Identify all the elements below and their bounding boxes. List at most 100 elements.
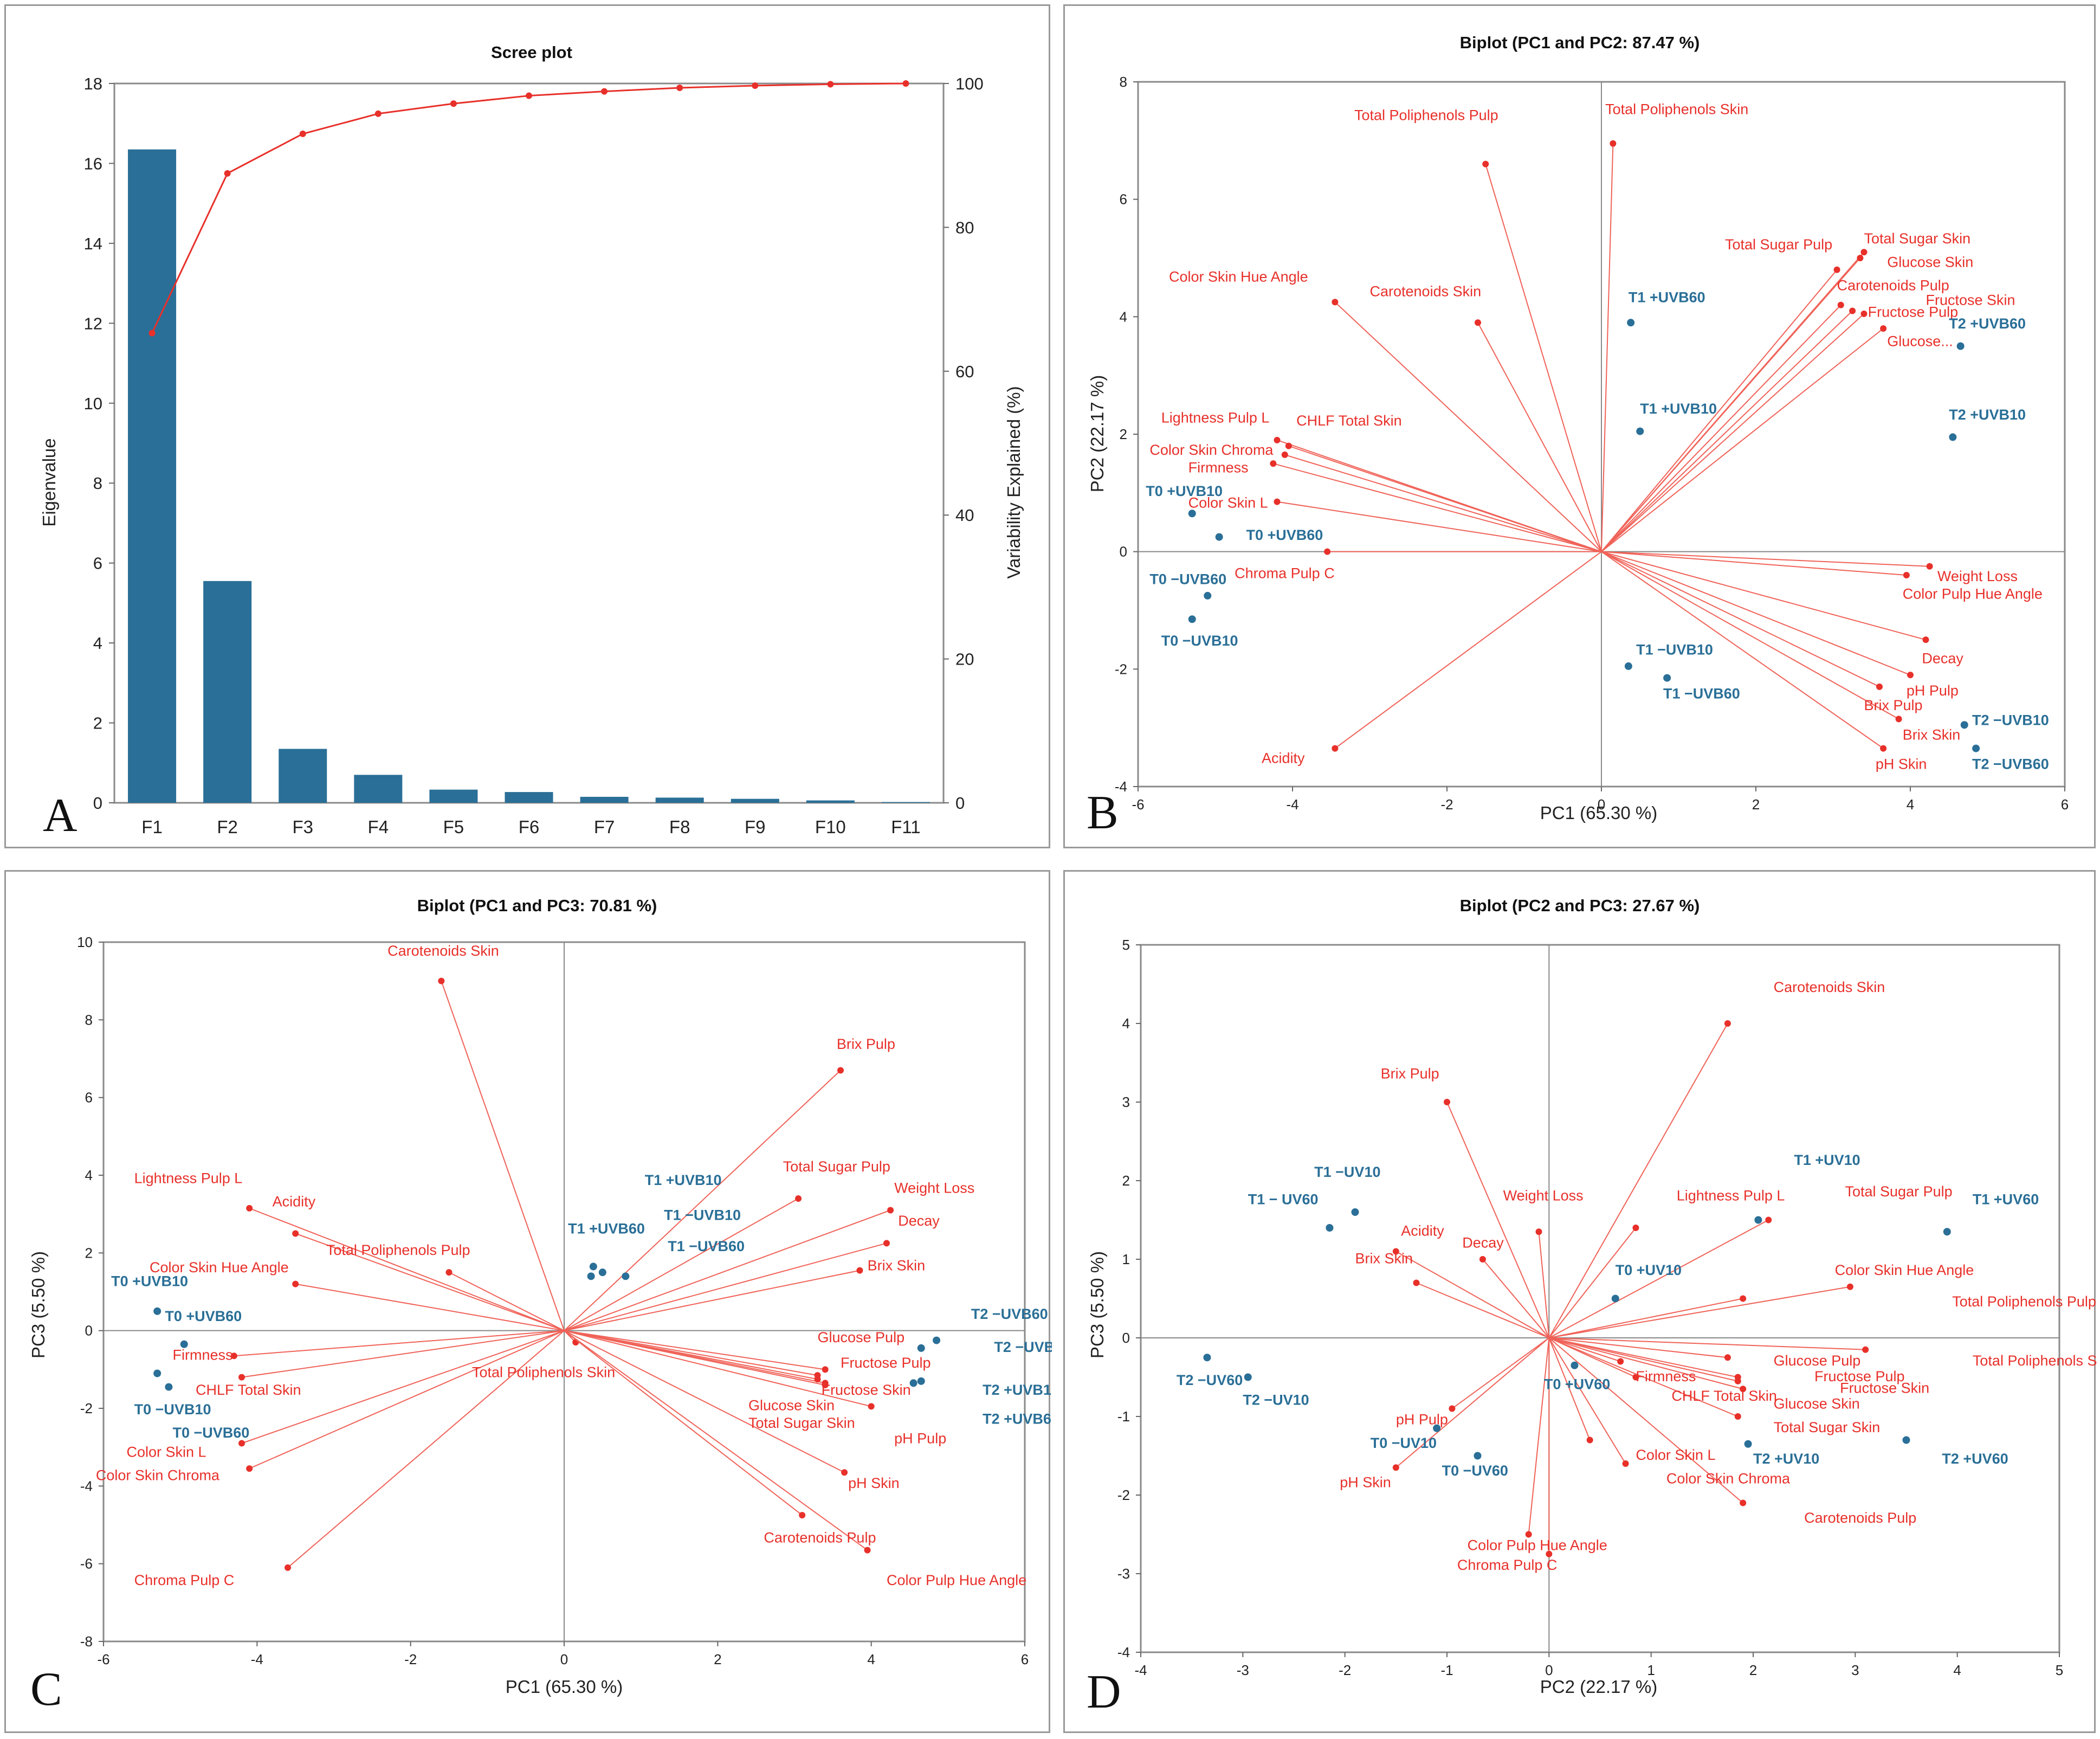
observation-label: T2 −UV60 (1177, 1372, 1243, 1388)
variable-label: Total Poliphenols Pulp (326, 1242, 470, 1258)
variable-point (1765, 1216, 1772, 1223)
variable-label: Decay (1922, 650, 1963, 667)
variable-point (238, 1440, 245, 1447)
variable-vector (564, 1330, 803, 1516)
variable-vector (1601, 551, 1930, 567)
variable-label: Color Pulp Hue Angle (1903, 585, 2043, 602)
variable-vector (1601, 257, 1861, 552)
variable-vector (1548, 1337, 1743, 1504)
variable-label: Color Skin L (1188, 494, 1268, 511)
variable-point (841, 1469, 848, 1476)
y-tick-label: 0 (85, 1323, 93, 1339)
variable-vector (1601, 310, 1853, 552)
variable-point (1622, 1460, 1629, 1467)
variable-label: Total Poliphenols Pulp (1952, 1293, 2096, 1310)
observation-point (180, 1340, 188, 1348)
variable-label: Lightness Pulp L (134, 1170, 243, 1186)
variable-point (883, 1240, 890, 1247)
variable-vector (1601, 328, 1884, 552)
observation-point (917, 1344, 925, 1352)
bar (655, 797, 704, 803)
observation-label: T1 −UVB60 (1663, 686, 1740, 702)
observation-label: T1 − UV60 (1248, 1191, 1319, 1208)
x-tick-label: 0 (560, 1651, 568, 1667)
observation-label: T2 −UVB10 (994, 1339, 1052, 1355)
y-tick-label: -3 (1117, 1566, 1130, 1582)
x-tick-label: -4 (1286, 796, 1298, 813)
variable-label: Total Poliphenols Pulp (1354, 107, 1498, 123)
variable-vector (564, 1209, 891, 1331)
variable-label: Carotenoids Pulp (764, 1529, 876, 1545)
variable-vector (1548, 1227, 1637, 1338)
observation-point (1571, 1361, 1579, 1369)
variable-label: CHLF Total Skin (196, 1382, 301, 1398)
variable-point (1332, 745, 1339, 752)
observation-point (1188, 615, 1196, 623)
y-tick-label: -2 (80, 1400, 93, 1416)
observation-label: T0 −UV60 (1442, 1463, 1508, 1479)
variable-label: Decay (898, 1213, 940, 1229)
variable-label: Acidity (273, 1193, 316, 1209)
variable-vector (1601, 551, 1884, 749)
variable-vector (1601, 304, 1841, 552)
x-tick-label: 4 (1907, 796, 1914, 813)
variable-label: Lightness Pulp L (1161, 409, 1270, 426)
variable-vector (564, 1330, 818, 1376)
x-tick-label: 3 (1851, 1662, 1859, 1678)
plot-frame (1140, 944, 2060, 1653)
observation-point (1244, 1373, 1252, 1381)
variable-point (1270, 460, 1277, 467)
variable-point (285, 1564, 291, 1571)
variable-label: Lightness Pulp L (1677, 1187, 1785, 1203)
variable-point (438, 977, 445, 984)
observation-point (1433, 1424, 1441, 1432)
observation-label: T2 +UVB10 (983, 1382, 1052, 1398)
variable-vector (1601, 551, 1899, 720)
observation-label: T0 −UVB10 (1161, 633, 1238, 649)
variable-label: Fructose Pulp (1868, 304, 1959, 320)
bar (354, 775, 403, 803)
variable-label: Carotenoids Skin (1774, 979, 1885, 995)
observation-point (1204, 591, 1212, 600)
cumulative-point (299, 130, 306, 137)
variable-point (1285, 442, 1292, 449)
variable-label: Brix Skin (868, 1258, 926, 1274)
observation-label: T1 −UV10 (1314, 1164, 1380, 1180)
variable-label: Color Skin L (127, 1444, 206, 1460)
observation-point (1744, 1440, 1752, 1448)
x-tick-label: -1 (1440, 1662, 1453, 1678)
cumulative-point (148, 330, 156, 337)
variable-point (1922, 636, 1929, 643)
observation-label: T2 −UV10 (1243, 1392, 1309, 1408)
x-tick-label: -6 (97, 1651, 109, 1667)
observation-label: T1 −UVB10 (1636, 641, 1713, 658)
variable-point (1479, 1256, 1486, 1263)
observation-label: T2 −UVB60 (1972, 756, 2049, 772)
variable-vector (441, 981, 565, 1331)
variable-point (445, 1269, 453, 1276)
variable-label: Carotenoids Pulp (1804, 1510, 1916, 1526)
x-tick-label: 5 (2056, 1662, 2063, 1678)
variable-point (1546, 1550, 1553, 1557)
y-tick-label: 4 (85, 1167, 93, 1183)
observation-point (1902, 1436, 1910, 1444)
bar (731, 798, 779, 803)
variable-label: Total Sugar Skin (748, 1415, 855, 1431)
panel-letter: D (1087, 1666, 1121, 1718)
y-tick-label: 2 (93, 714, 102, 733)
x-tick-label: -3 (1237, 1662, 1249, 1678)
x-tick-label: F1 (141, 817, 163, 837)
variable-label: Glucose... (1887, 333, 1953, 350)
y-tick-label: 2 (1122, 1173, 1130, 1189)
observation-point (1203, 1354, 1211, 1362)
variable-label: Acidity (1262, 750, 1305, 767)
variable-vector (1334, 551, 1602, 749)
variable-label: Glucose Pulp (1774, 1352, 1861, 1369)
variable-point (1392, 1464, 1399, 1471)
variable-label: Color Pulp Hue Angle (887, 1572, 1026, 1588)
y-tick-label: 4 (1122, 1015, 1130, 1032)
variable-point (1274, 498, 1281, 505)
cumulative-point (601, 88, 608, 95)
bar (203, 581, 252, 803)
observation-point (1611, 1294, 1619, 1303)
